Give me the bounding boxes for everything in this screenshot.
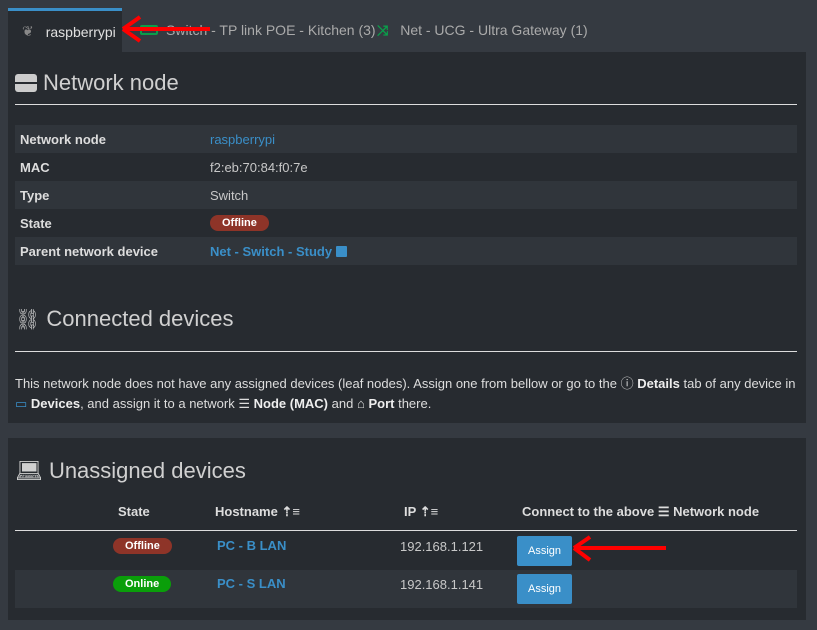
hostname-link[interactable]: PC - B LAN <box>217 538 287 553</box>
status-badge: Online <box>113 576 172 592</box>
col-ip[interactable]: IP ⇡≡ <box>404 504 439 519</box>
col-connect: Connect to the above ☰ Network node <box>522 504 760 519</box>
col-state: State <box>118 504 150 519</box>
parent-device-link[interactable]: Net - Switch - Study <box>210 243 333 259</box>
connected-devices-heading: ⛓ Connected devices <box>15 306 234 331</box>
node-name-link[interactable]: raspberrypi <box>210 131 276 147</box>
assign-button[interactable]: Assign <box>517 574 572 604</box>
raspberry-icon: ❦ <box>22 23 34 39</box>
assign-button[interactable]: Assign <box>517 536 572 566</box>
tab-net-ucg[interactable]: ⤨ Net - UCG - Ultra Gateway (1) <box>377 21 588 39</box>
row-parent: Parent network device Net - Switch - Stud… <box>15 237 797 265</box>
col-hostname[interactable]: Hostname ⇡≡ <box>215 504 300 519</box>
table-row: Online PC - S LAN 192.168.1.141 Assign <box>15 570 797 608</box>
annotation-arrow <box>572 535 666 562</box>
status-badge: Offline <box>113 538 172 554</box>
node-details-table: Network node raspberrypi MAC f2:eb:70:84:f… <box>15 125 797 265</box>
devices-link[interactable]: Devices <box>30 396 81 411</box>
sort-icon: ⇡≡ <box>419 504 439 519</box>
unassigned-devices-panel: 💻︎ Unassigned devices State Hostname ⇡≡ I… <box>8 438 806 620</box>
sort-icon: ⇡≡ <box>281 504 300 519</box>
tab-bar: ❦ raspberrypi Switch - TP link POE - Kitc… <box>0 0 817 52</box>
connected-info: This network node does not have any assi… <box>15 376 796 411</box>
status-badge: Offline <box>210 215 269 231</box>
network-node-panel: Network node Network node raspberrypi MAC… <box>8 52 806 423</box>
info-icon: ⓘ <box>620 376 634 391</box>
server-icon <box>15 74 37 92</box>
table-row: Offline PC - B LAN 192.168.1.121 Assign <box>15 532 797 570</box>
shuffle-icon: ⤨ <box>377 21 389 38</box>
hostname-link[interactable]: PC - S LAN <box>217 576 286 591</box>
laptop-icon: 💻︎ <box>15 458 43 483</box>
server-icon: ☰ <box>238 396 251 411</box>
server-icon: ☰ <box>657 504 670 519</box>
unassigned-devices-heading: 💻︎ Unassigned devices <box>15 458 246 483</box>
network-node-heading: Network node <box>15 70 179 96</box>
row-mac: MAC f2:eb:70:84:f0:7e <box>20 159 308 175</box>
laptop-icon: ▭ <box>15 396 28 411</box>
ethernet-icon: ⌂ <box>356 396 365 411</box>
row-state: State Offline <box>15 209 797 237</box>
tab-raspberrypi[interactable]: ❦ raspberrypi <box>8 8 122 52</box>
external-link-icon[interactable] <box>336 245 348 257</box>
row-type: Type Switch <box>15 181 797 209</box>
row-network-node: Network node raspberrypi <box>15 125 797 153</box>
sitemap-icon: ⛓ <box>15 308 41 331</box>
annotation-arrow <box>121 15 210 43</box>
